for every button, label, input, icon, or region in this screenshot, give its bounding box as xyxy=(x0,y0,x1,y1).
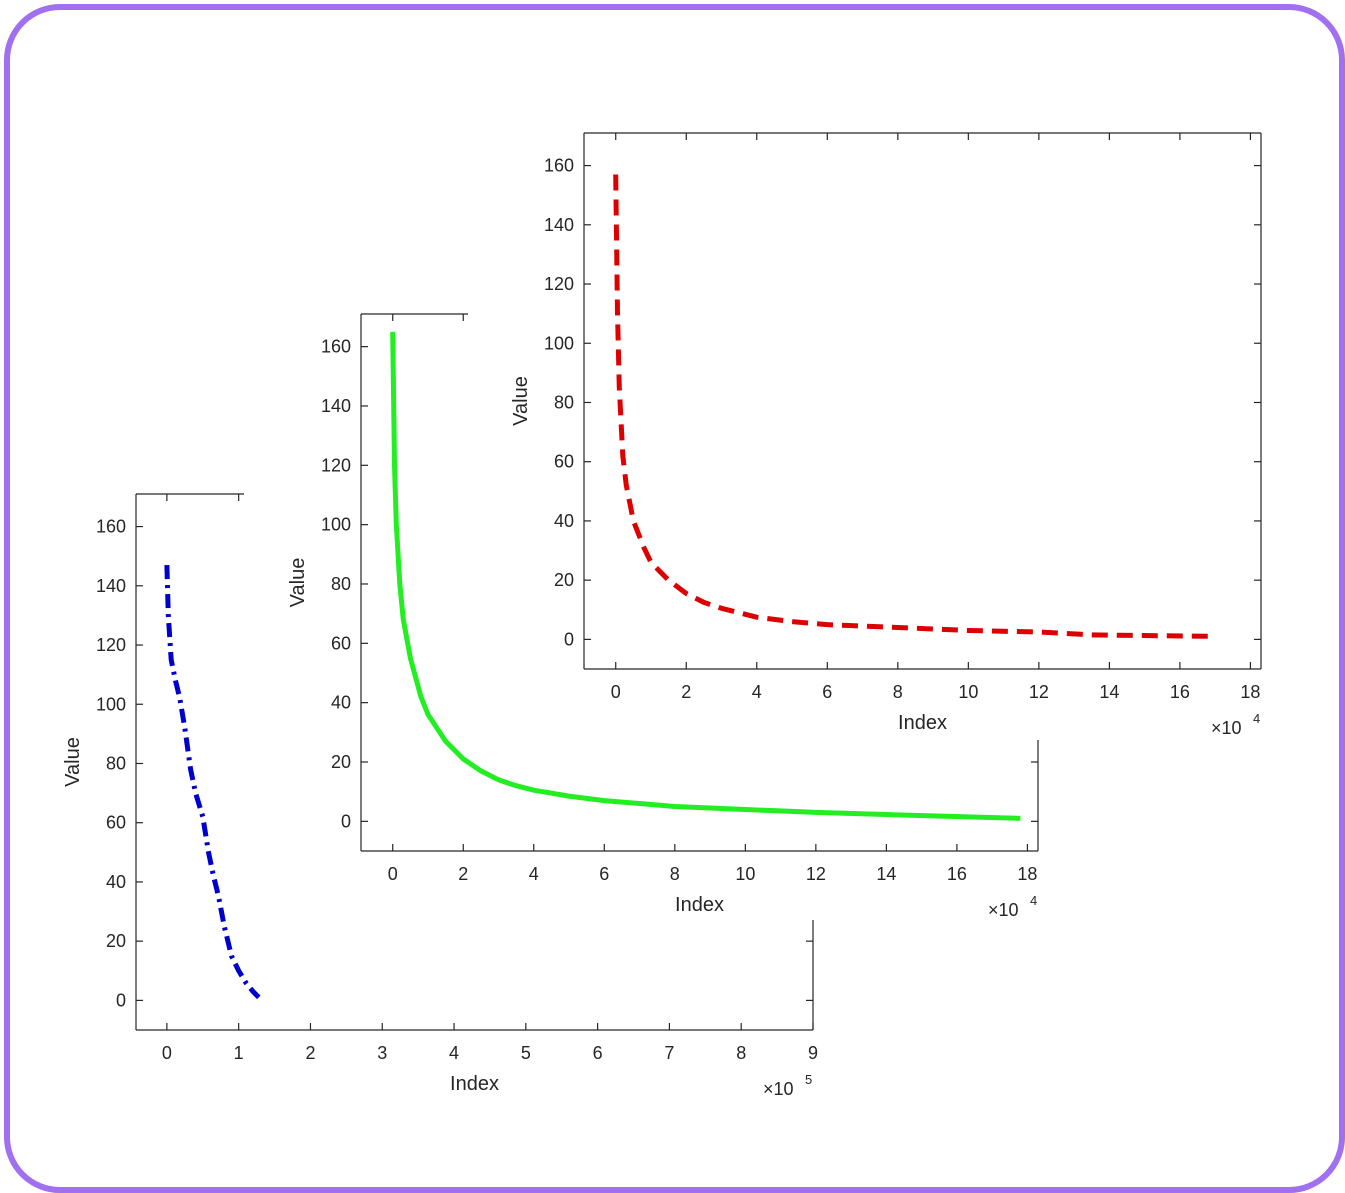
x-tick-label: 7 xyxy=(664,1043,674,1063)
y-axis-label: Value xyxy=(287,558,309,608)
x-tick-label: 14 xyxy=(876,864,896,884)
x-tick-label: 0 xyxy=(611,682,621,702)
x-tick-label: 8 xyxy=(736,1043,746,1063)
y-tick-label: 100 xyxy=(544,333,574,353)
y-tick-label: 60 xyxy=(106,813,126,833)
x-tick-label: 4 xyxy=(449,1043,459,1063)
x-tick-label: 6 xyxy=(593,1043,603,1063)
x-tick-label: 9 xyxy=(808,1043,818,1063)
x-tick-label: 10 xyxy=(958,682,978,702)
y-tick-label: 80 xyxy=(554,392,574,412)
x-exponent-value: 4 xyxy=(1253,711,1260,726)
x-exponent-value: 4 xyxy=(1030,893,1037,908)
x-axis-label: Index xyxy=(450,1073,499,1095)
x-tick-label: 18 xyxy=(1240,682,1260,702)
y-tick-label: 100 xyxy=(96,694,126,714)
x-tick-label: 6 xyxy=(599,864,609,884)
x-tick-label: 5 xyxy=(521,1043,531,1063)
y-tick-label: 140 xyxy=(321,396,351,416)
x-exponent-value: 5 xyxy=(805,1072,812,1087)
series-line xyxy=(390,331,1021,821)
y-tick-label: 120 xyxy=(321,455,351,475)
x-axis-label: Index xyxy=(898,712,947,734)
y-tick-label: 80 xyxy=(331,574,351,594)
y-axis-label: Value xyxy=(62,737,84,787)
x-exponent-base: ×10 xyxy=(763,1079,794,1099)
chart-panel-red: 0 2 4 6 8 10 12 14 16 18 0 20 40 60 80 100 120 140 160 Inde… xyxy=(510,132,1262,738)
x-tick-label: 16 xyxy=(1170,682,1190,702)
x-tick-label: 4 xyxy=(529,864,539,884)
y-tick-label: 0 xyxy=(341,811,351,831)
x-tick-label: 0 xyxy=(162,1043,172,1063)
x-tick-label: 18 xyxy=(1017,864,1037,884)
y-tick-label: 40 xyxy=(106,872,126,892)
y-tick-label: 40 xyxy=(554,511,574,531)
y-tick-label: 20 xyxy=(106,931,126,951)
y-tick-label: 60 xyxy=(554,452,574,472)
y-tick-label: 160 xyxy=(321,337,351,357)
x-tick-label: 0 xyxy=(388,864,398,884)
y-tick-label: 0 xyxy=(116,990,126,1010)
y-tick-label: 100 xyxy=(321,515,351,535)
x-tick-label: 2 xyxy=(305,1043,315,1063)
y-tick-label: 160 xyxy=(544,156,574,176)
y-tick-label: 60 xyxy=(331,633,351,653)
y-tick-label: 20 xyxy=(554,570,574,590)
x-tick-label: 6 xyxy=(822,682,832,702)
x-tick-label: 16 xyxy=(947,864,967,884)
y-tick-label: 0 xyxy=(564,629,574,649)
y-tick-label: 140 xyxy=(96,576,126,596)
x-tick-label: 3 xyxy=(377,1043,387,1063)
x-tick-label: 2 xyxy=(458,864,468,884)
x-tick-label: 1 xyxy=(234,1043,244,1063)
plot-area xyxy=(584,133,1261,669)
y-tick-label: 80 xyxy=(106,753,126,773)
y-tick-label: 40 xyxy=(331,693,351,713)
x-tick-label: 8 xyxy=(670,864,680,884)
y-tick-label: 120 xyxy=(544,274,574,294)
x-tick-label: 8 xyxy=(893,682,903,702)
x-axis-label: Index xyxy=(675,894,724,916)
x-tick-label: 12 xyxy=(1029,682,1049,702)
x-exponent-base: ×10 xyxy=(1211,718,1242,738)
y-tick-label: 140 xyxy=(544,215,574,235)
y-tick-label: 20 xyxy=(331,752,351,772)
y-axis-label: Value xyxy=(510,376,532,426)
x-tick-label: 10 xyxy=(735,864,755,884)
x-tick-label: 2 xyxy=(681,682,691,702)
y-tick-label: 160 xyxy=(96,517,126,537)
x-tick-label: 14 xyxy=(1099,682,1119,702)
x-tick-label: 4 xyxy=(752,682,762,702)
series-line xyxy=(164,565,261,1000)
x-exponent-base: ×10 xyxy=(988,900,1019,920)
x-tick-label: 12 xyxy=(806,864,826,884)
y-tick-label: 120 xyxy=(96,635,126,655)
